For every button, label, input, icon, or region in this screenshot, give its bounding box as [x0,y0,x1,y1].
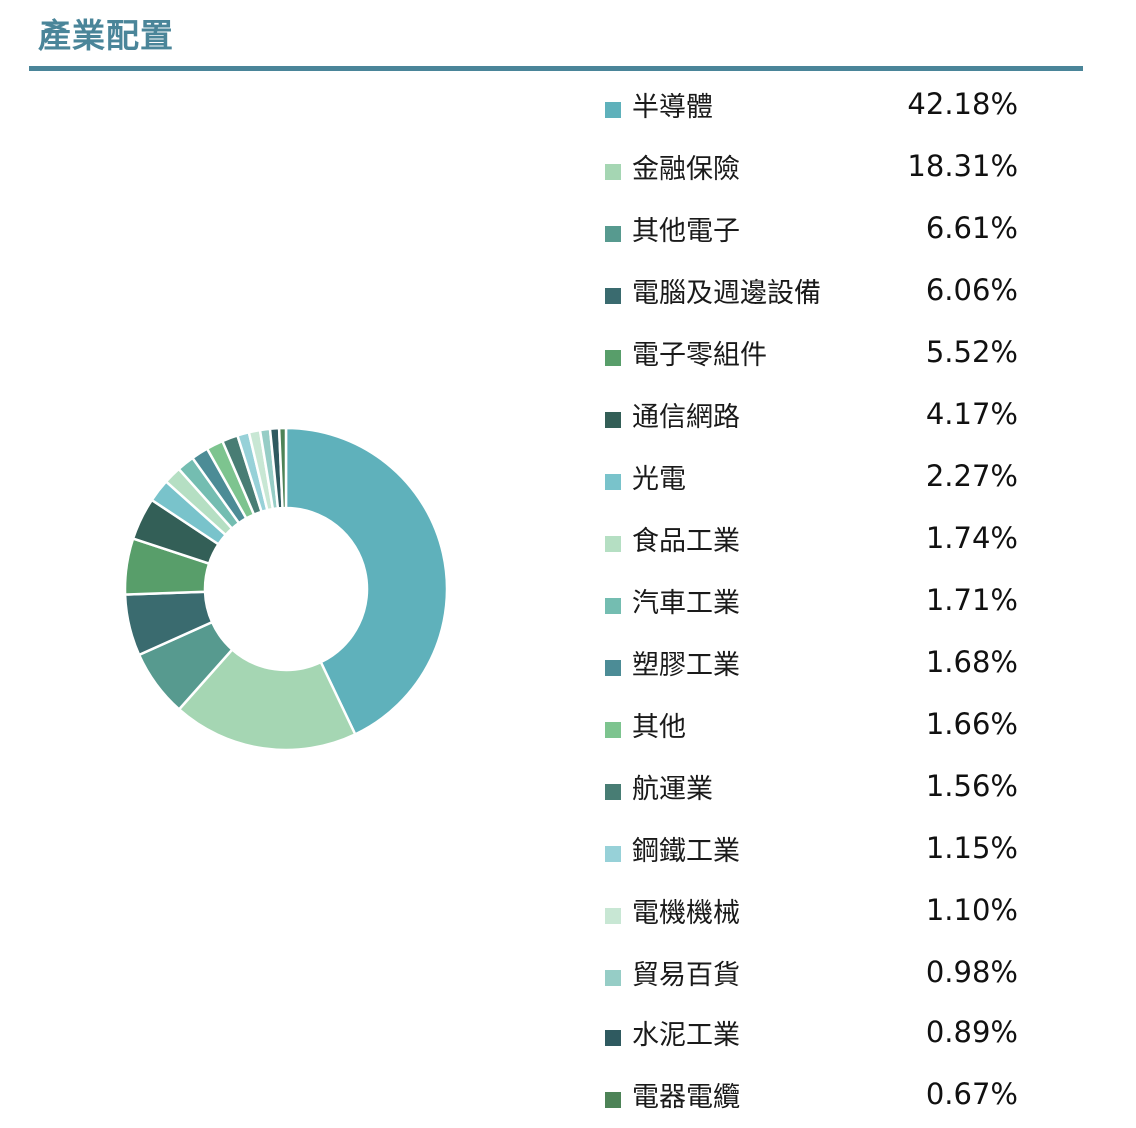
legend-swatch-icon [605,288,621,304]
legend-swatch-icon [605,350,621,366]
legend-value: 1.56% [925,769,1018,803]
legend-label: 電子零組件 [632,340,767,371]
legend-item[interactable]: 其他 1.66% [605,700,1025,743]
legend-swatch-icon [605,598,621,614]
legend-value: 1.68% [925,645,1018,679]
legend-item[interactable]: 鋼鐵工業 1.15% [605,824,1025,867]
legend-label: 通信網路 [632,402,740,433]
legend-item[interactable]: 電腦及週邊設備 6.06% [605,266,1025,309]
legend-value: 18.31% [907,149,1018,183]
legend-item[interactable]: 通信網路 4.17% [605,390,1025,433]
industry-donut-chart [123,426,449,752]
legend-swatch-icon [605,474,621,490]
legend-value: 1.15% [925,831,1018,865]
legend-item[interactable]: 電子零組件 5.52% [605,328,1025,371]
legend-item[interactable]: 塑膠工業 1.68% [605,638,1025,681]
legend-label: 塑膠工業 [632,650,740,681]
legend-value: 0.89% [925,1015,1018,1049]
legend-swatch-icon [605,908,621,924]
legend-swatch-icon [605,970,621,986]
donut-slice[interactable] [284,426,449,737]
donut-slices [123,426,449,752]
legend-swatch-icon [605,784,621,800]
legend-item[interactable]: 其他電子 6.61% [605,204,1025,247]
title-divider [29,66,1083,71]
legend-label: 食品工業 [632,526,740,557]
legend-label: 汽車工業 [632,588,740,619]
legend-value: 6.06% [925,273,1018,307]
legend-swatch-icon [605,660,621,676]
legend-label: 鋼鐵工業 [632,836,740,867]
legend-swatch-icon [605,1092,621,1108]
legend-label: 航運業 [632,774,713,805]
legend-label: 其他 [632,712,686,743]
legend-item[interactable]: 貿易百貨 0.98% [605,948,1025,991]
legend-value: 1.71% [925,583,1018,617]
legend-value: 4.17% [925,397,1018,431]
legend-item[interactable]: 金融保險 18.31% [605,142,1025,185]
legend-item[interactable]: 水泥工業 0.89% [605,1008,1025,1051]
donut-slice[interactable] [277,426,288,510]
donut-slice[interactable] [177,647,357,752]
legend-swatch-icon [605,1030,621,1046]
legend-swatch-icon [605,846,621,862]
legend-label: 水泥工業 [632,1020,740,1051]
legend-label: 光電 [632,464,686,495]
legend-item[interactable]: 食品工業 1.74% [605,514,1025,557]
legend-swatch-icon [605,536,621,552]
legend-value: 1.66% [925,707,1018,741]
legend-item[interactable]: 電機機械 1.10% [605,886,1025,929]
legend-label: 貿易百貨 [632,960,740,991]
legend-label: 半導體 [632,92,713,123]
legend-label: 電腦及週邊設備 [632,278,821,309]
legend-item[interactable]: 汽車工業 1.71% [605,576,1025,619]
legend-item[interactable]: 電器電纜 0.67% [605,1070,1025,1113]
legend-value: 5.52% [925,335,1018,369]
legend-label: 其他電子 [632,216,740,247]
legend-item[interactable]: 光電 2.27% [605,452,1025,495]
legend-item[interactable]: 半導體 42.18% [605,80,1025,123]
legend-item[interactable]: 航運業 1.56% [605,762,1025,805]
legend-value: 2.27% [925,459,1018,493]
legend-label: 電器電纜 [632,1082,740,1113]
legend-value: 42.18% [907,87,1018,121]
page-title: 產業配置 [38,16,174,55]
legend-label: 電機機械 [632,898,740,929]
legend-swatch-icon [605,226,621,242]
legend-value: 1.74% [925,521,1018,555]
legend-swatch-icon [605,722,621,738]
legend-value: 6.61% [925,211,1018,245]
legend-label: 金融保險 [632,154,740,185]
legend-swatch-icon [605,412,621,428]
legend-value: 0.98% [925,955,1018,989]
legend-swatch-icon [605,164,621,180]
legend-value: 1.10% [925,893,1018,927]
legend-swatch-icon [605,102,621,118]
legend-value: 0.67% [925,1077,1018,1111]
